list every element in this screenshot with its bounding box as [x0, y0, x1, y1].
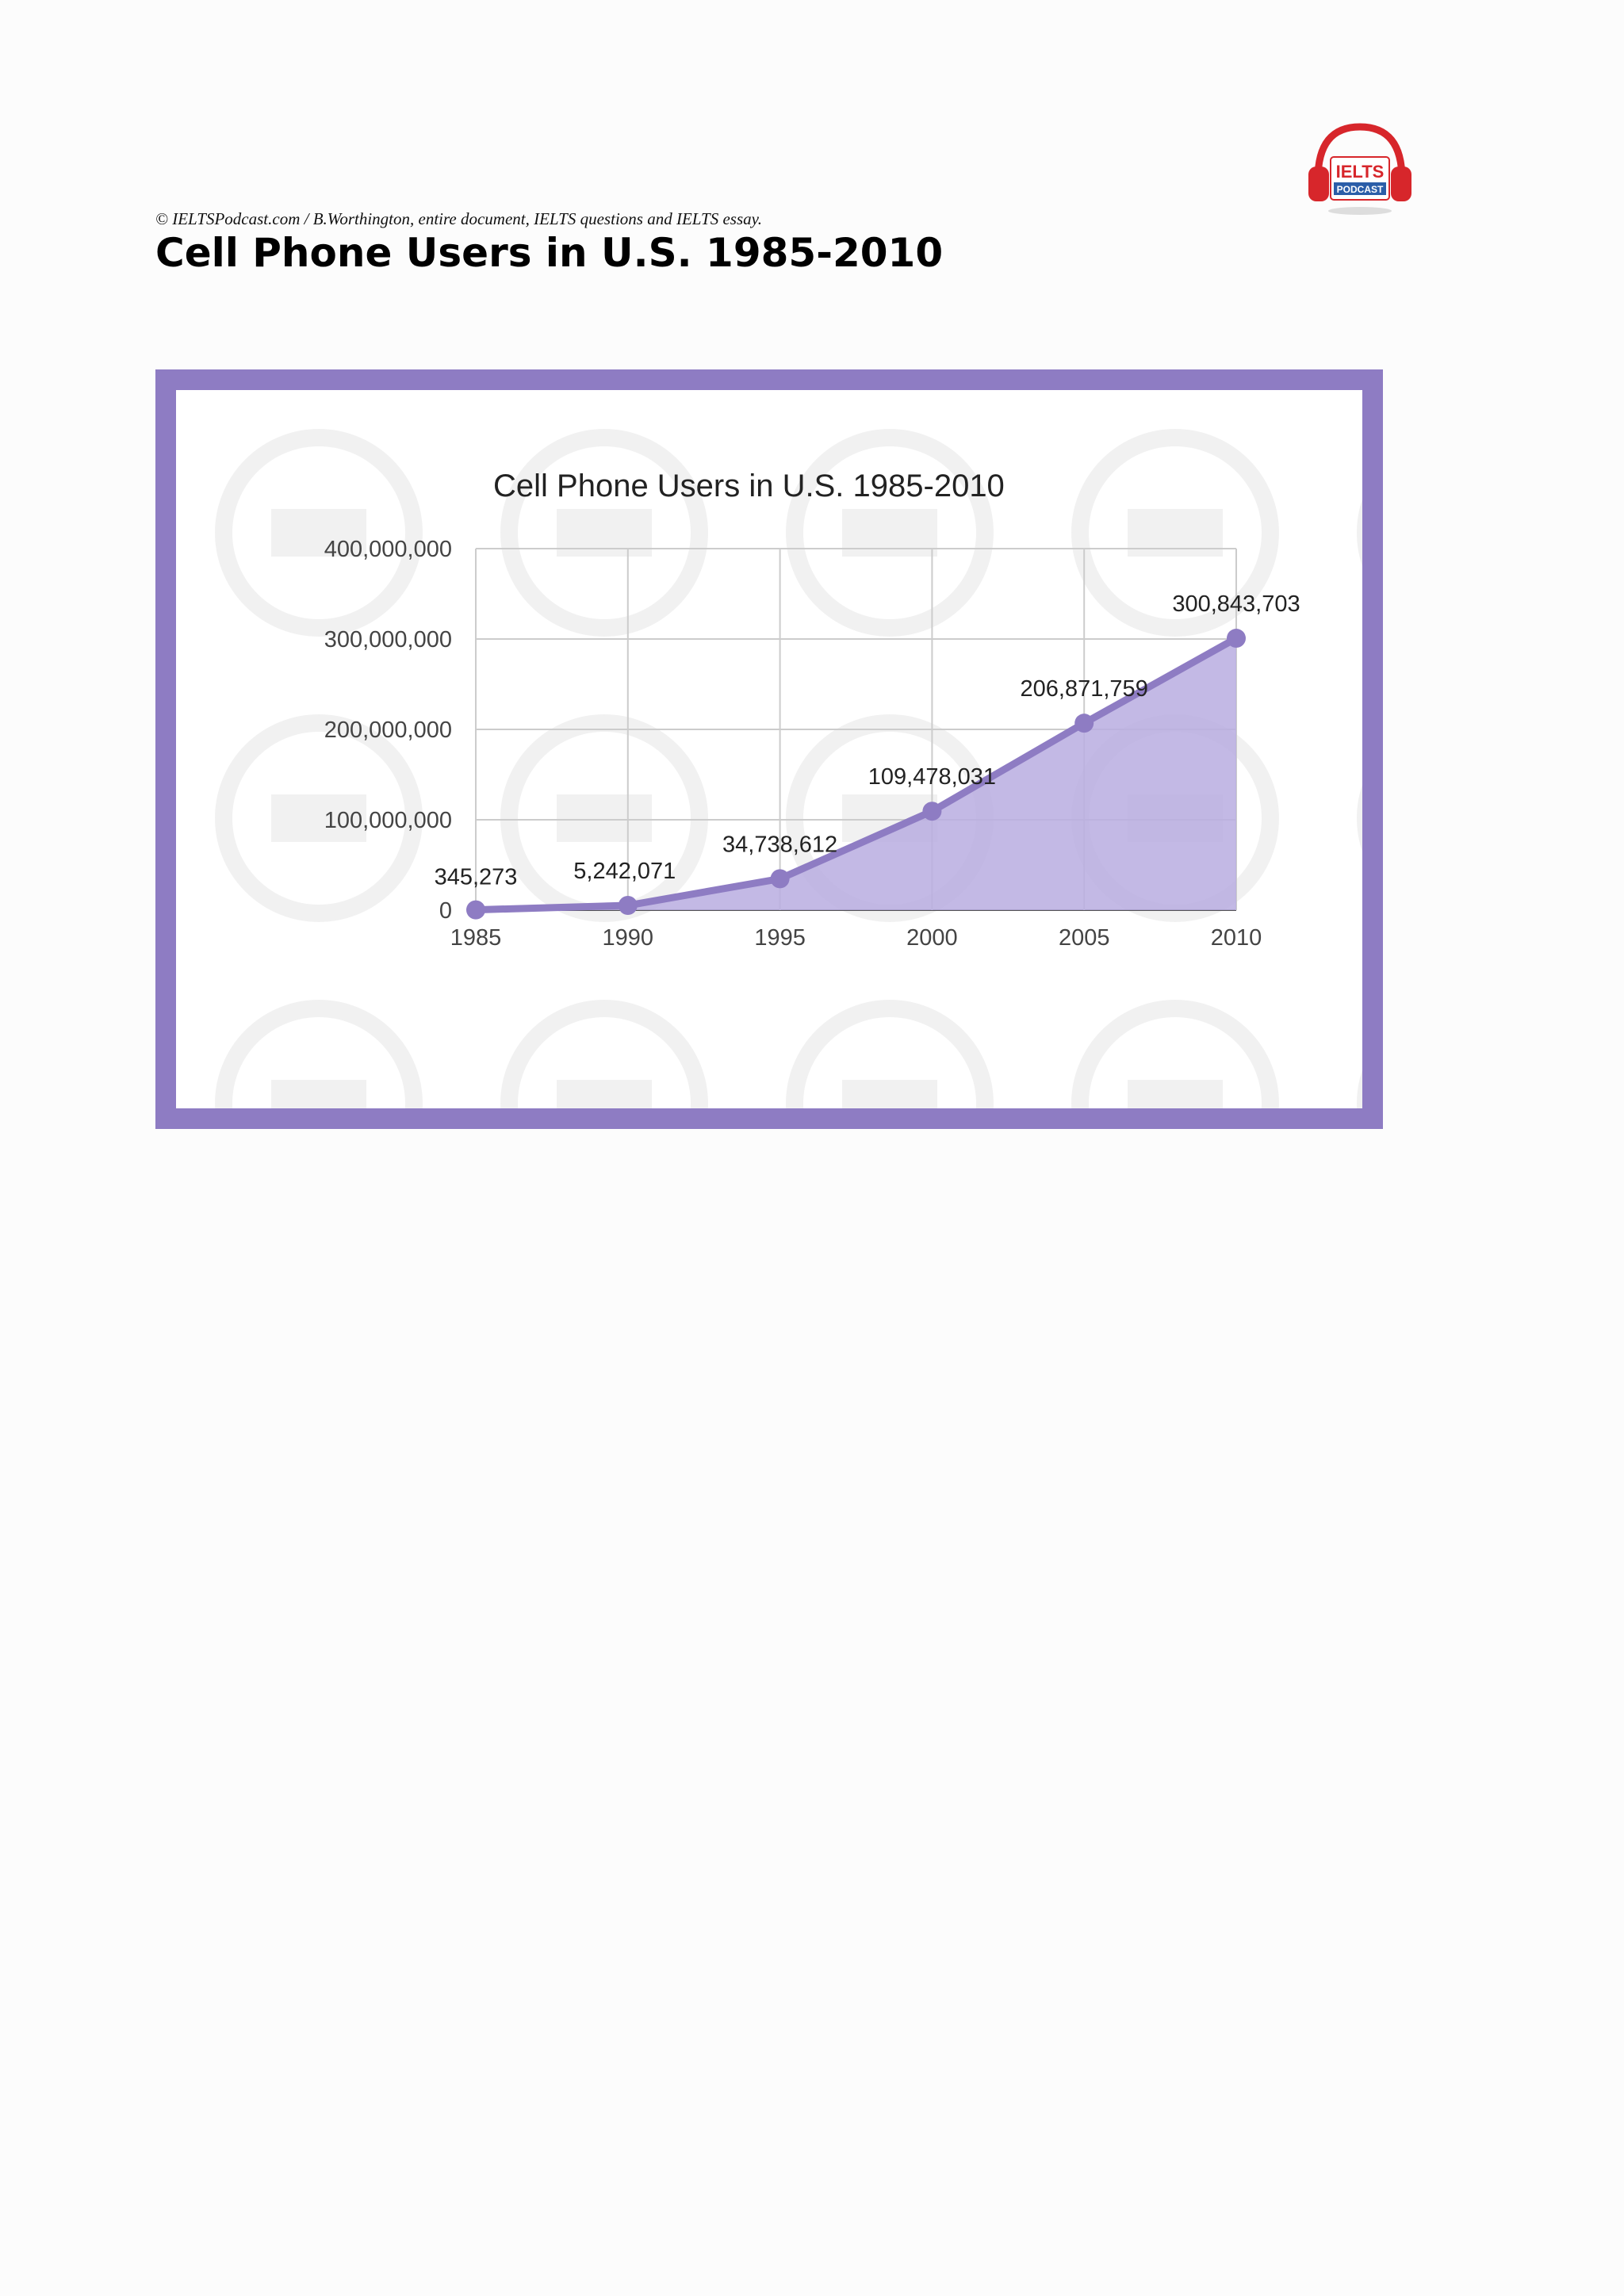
y-tick-label: 200,000,000 — [324, 718, 452, 743]
data-point — [770, 869, 790, 889]
headphones-logo-icon: IELTS PODCAST — [1308, 123, 1411, 215]
copyright-notice: © IELTSPodcast.com / B.Worthington, enti… — [155, 209, 763, 228]
area-fill — [476, 638, 1236, 910]
data-label: 5,242,071 — [573, 859, 676, 884]
chart-panel: Cell Phone Users in U.S. 1985-2010 0 100,… — [176, 390, 1362, 1108]
data-label: 300,843,703 — [1172, 591, 1300, 617]
data-label: 109,478,031 — [868, 764, 996, 790]
data-point — [922, 802, 942, 821]
data-point — [1074, 714, 1094, 733]
x-tick-label: 1985 — [450, 925, 502, 951]
data-point — [1227, 629, 1246, 649]
y-tick-label: 0 — [439, 898, 452, 924]
logo-text-top: IELTS — [1336, 162, 1385, 182]
ielts-podcast-logo: IELTS PODCAST — [1300, 117, 1419, 219]
chart-title: Cell Phone Users in U.S. 1985-2010 — [493, 469, 1005, 503]
data-label: 34,738,612 — [722, 832, 837, 857]
y-tick-label: 100,000,000 — [324, 808, 452, 833]
data-label: 206,871,759 — [1021, 676, 1148, 702]
series-line — [472, 634, 1240, 914]
x-tick-label: 2005 — [1059, 925, 1110, 951]
x-tick-label: 1995 — [754, 925, 806, 951]
y-tick-label: 300,000,000 — [324, 627, 452, 652]
x-tick-label: 2000 — [906, 925, 958, 951]
data-point — [618, 896, 638, 916]
x-tick-label: 1990 — [603, 925, 654, 951]
chart-frame: Cell Phone Users in U.S. 1985-2010 0 100,… — [155, 369, 1383, 1129]
x-tick-label: 2010 — [1211, 925, 1262, 951]
document-title: Cell Phone Users in U.S. 1985-2010 — [155, 230, 944, 276]
area-chart: Cell Phone Users in U.S. 1985-2010 0 100,… — [324, 469, 1300, 951]
y-tick-label: 400,000,000 — [324, 537, 452, 562]
data-point — [466, 900, 485, 920]
logo-text-bottom: PODCAST — [1337, 184, 1384, 195]
data-label: 345,273 — [435, 865, 518, 890]
